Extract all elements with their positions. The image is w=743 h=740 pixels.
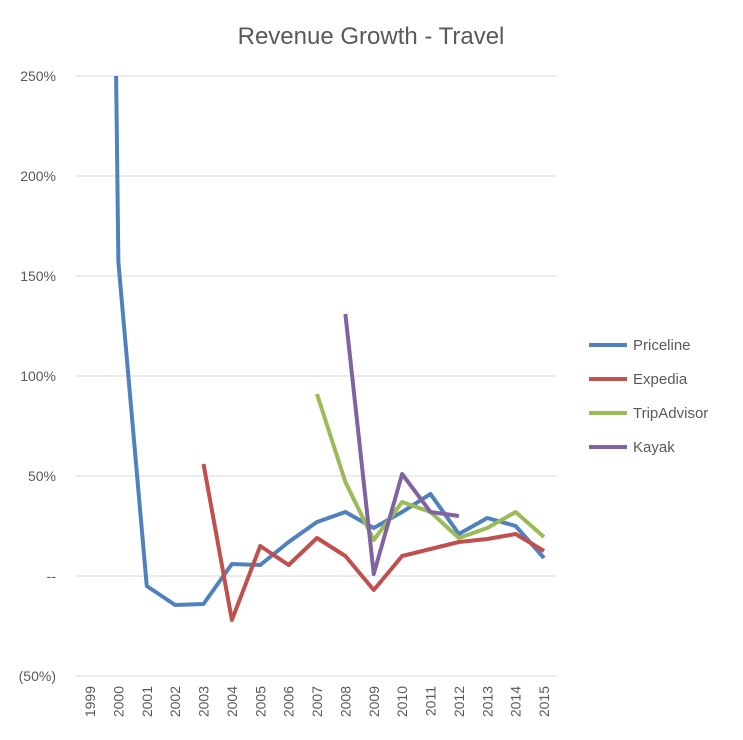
x-axis-ticks: 1999 2000 2001 2002 2003 2004 2005 2006 2007 2008… [82,686,552,717]
x-tick-label: 2009 [366,686,382,717]
legend-label-priceline: Priceline [633,337,691,354]
x-tick-label: 2015 [536,686,552,717]
y-tick-label: (50%) [19,668,56,684]
y-tick-label: -- [47,568,57,584]
series-lines [114,75,546,622]
y-tick-label: 200% [20,168,56,184]
y-axis-ticks: 250% 200% 150% 100% 50% -- (50%) [19,68,57,684]
legend: Priceline Expedia TripAdvisor Kayak [589,337,708,456]
x-tick-label: 2010 [394,686,410,717]
gridlines [76,75,557,677]
x-tick-label: 2002 [167,686,183,717]
series-line-tripadvisor [315,393,546,542]
x-tick-label: 2005 [252,686,268,717]
x-tick-label: 2000 [110,686,126,717]
legend-label-kayak: Kayak [633,439,675,456]
y-tick-label: 150% [20,268,56,284]
x-tick-label: 2007 [309,686,325,717]
series-line-expedia [201,463,546,622]
series-line-kayak [343,313,460,576]
y-tick-label: 50% [28,468,56,484]
y-tick-label: 250% [20,68,56,84]
x-tick-label: 2013 [479,686,495,717]
x-tick-label: 2014 [508,686,524,717]
x-tick-label: 2012 [451,686,467,717]
x-tick-label: 2008 [337,686,353,717]
x-tick-label: 2003 [196,686,212,717]
x-tick-label: 2006 [281,686,297,717]
x-tick-label: 1999 [82,686,98,717]
y-tick-label: 100% [20,368,56,384]
series-line-priceline [114,75,546,607]
x-tick-label: 2001 [139,686,155,717]
x-tick-label: 2004 [224,686,240,717]
x-tick-label: 2011 [423,686,439,716]
legend-label-tripadvisor: TripAdvisor [633,405,708,422]
chart-title: Revenue Growth - Travel [238,23,505,50]
legend-label-expedia: Expedia [633,371,688,388]
